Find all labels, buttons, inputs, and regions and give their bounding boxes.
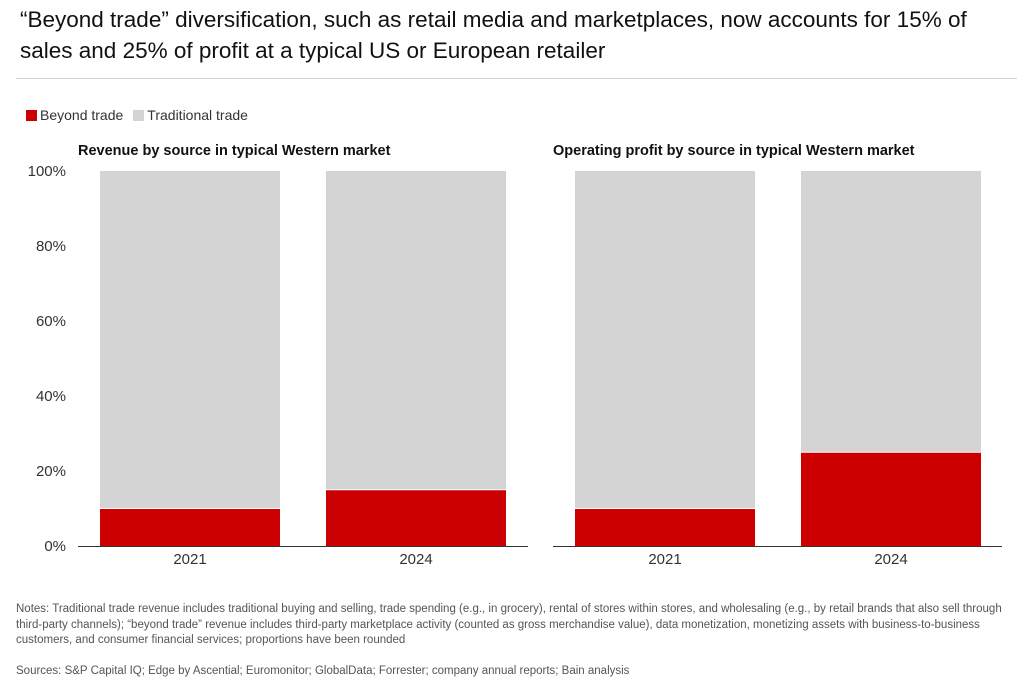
y-tick-label: 40% [36,388,66,405]
x-tick-label-2021: 2021 [648,551,681,568]
chart-title: “Beyond trade” diversification, such as … [20,7,967,63]
x-tick-label-2024: 2024 [874,551,907,568]
x-tick-label-2021: 2021 [173,551,206,568]
legend-item-beyond-trade: Beyond trade [26,107,123,123]
sources: Sources: S&P Capital IQ; Edge by Ascenti… [16,665,630,677]
legend-label-traditional-trade: Traditional trade [147,107,248,123]
y-tick-label: 80% [36,238,66,255]
title-divider [16,78,1017,79]
y-tick-label: 100% [28,163,66,180]
y-tick-label: 60% [36,313,66,330]
legend-item-traditional-trade: Traditional trade [133,107,248,123]
legend-label-beyond-trade: Beyond trade [40,107,124,123]
bar-segment-beyond-trade-2021 [575,508,755,546]
legend-swatch-traditional-trade [133,109,145,121]
bar-segment-beyond-trade-2024 [801,452,981,546]
stacked-bar-charts: Revenue by source in typical Western mar… [28,143,1002,568]
bar-segment-traditional-trade-2021 [100,171,280,509]
y-tick-label: 0% [44,538,66,555]
x-tick-label-2024: 2024 [399,551,432,568]
bar-segment-beyond-trade-2021 [100,508,280,546]
y-tick-label: 20% [36,463,66,480]
legend: Beyond trade Traditional trade [26,107,258,123]
bar-segment-traditional-trade-2024 [801,171,981,453]
bar-segment-beyond-trade-2024 [326,489,506,546]
bar-segment-traditional-trade-2024 [326,171,506,490]
notes: Notes: Traditional trade revenue include… [16,603,1002,646]
panel-title-2: Operating profit by source in typical We… [553,143,915,159]
bar-segment-traditional-trade-2021 [575,171,755,509]
legend-swatch-beyond-trade [26,109,37,121]
panel-title-1: Revenue by source in typical Western mar… [78,143,391,159]
